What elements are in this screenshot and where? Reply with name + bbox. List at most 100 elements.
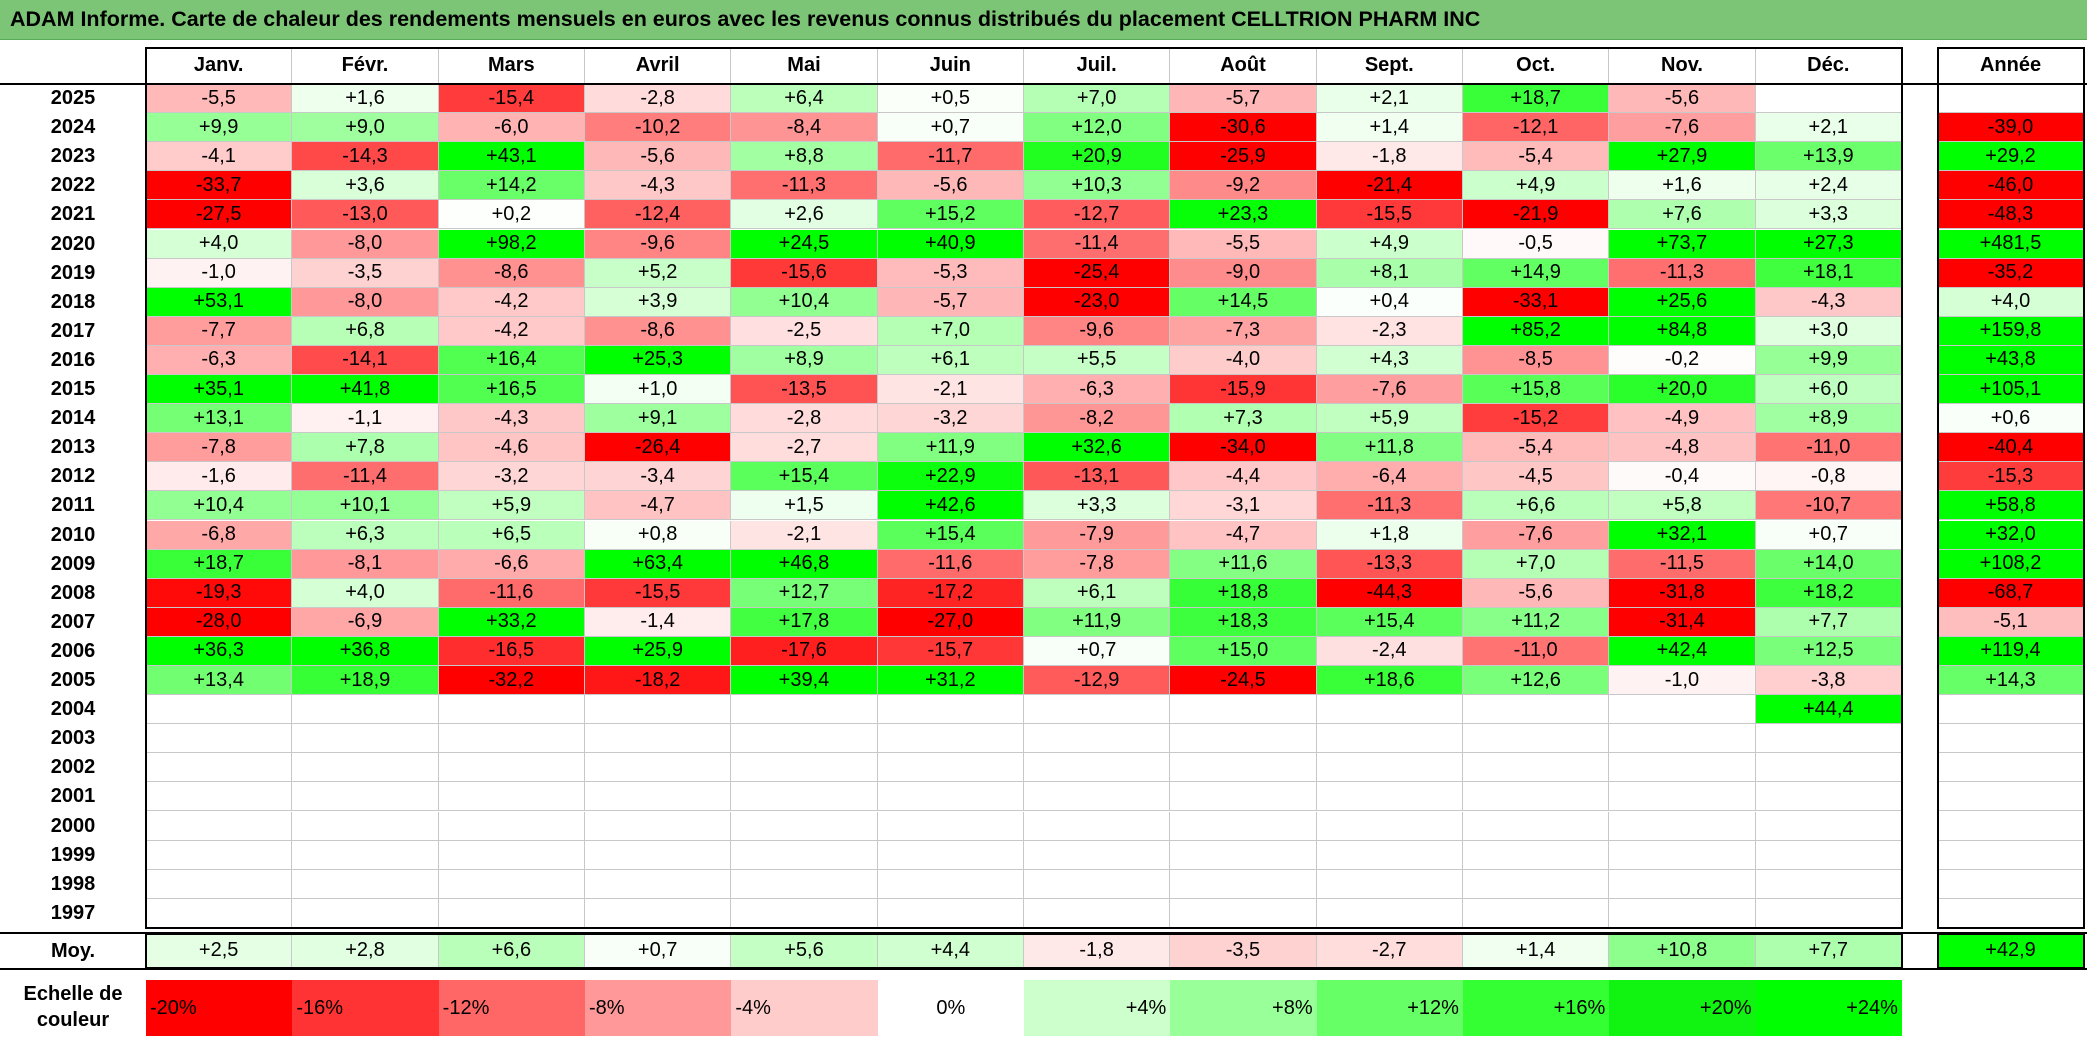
- year-label: 2005: [50, 669, 96, 692]
- heatmap-cell: -5,6: [1609, 84, 1756, 114]
- heatmap-cell: +2,1: [1755, 113, 1902, 143]
- heatmap-cell: [877, 753, 1024, 783]
- heatmap-cell: [1462, 840, 1610, 870]
- heatmap-cell: -8,0: [292, 287, 439, 317]
- heatmap-cell: +85,2: [1462, 316, 1610, 346]
- color-scale-step: +20%: [1609, 980, 1756, 1036]
- year-label: 2006: [50, 639, 96, 662]
- heatmap-cell: [1316, 695, 1463, 725]
- heatmap-cell: [731, 898, 878, 928]
- heatmap-cell: -11,4: [1023, 229, 1171, 259]
- heatmap-cell: -6,8: [146, 520, 293, 550]
- heatmap-cell: [1170, 695, 1317, 725]
- month-header: Janv.: [146, 48, 293, 84]
- heatmap-cell: +84,8: [1609, 316, 1756, 346]
- color-scale-step: +12%: [1316, 980, 1463, 1036]
- heatmap-cell: -3,2: [877, 404, 1024, 434]
- heatmap-cell: +98,2: [438, 229, 585, 259]
- heatmap-cell: [1755, 782, 1902, 812]
- heatmap-cell: [292, 898, 439, 928]
- heatmap-cell: -2,1: [731, 520, 878, 550]
- heatmap-cell: +20,9: [1023, 142, 1171, 172]
- heatmap-cell: -24,5: [1170, 666, 1317, 696]
- average-cell: +2,5: [146, 934, 293, 968]
- heatmap-cell: -8,2: [1023, 404, 1171, 434]
- heatmap-cell: +27,3: [1755, 229, 1902, 259]
- heatmap-cell: +0,5: [877, 84, 1024, 114]
- heatmap-cell: +1,0: [584, 375, 732, 405]
- heatmap-cell: -8,5: [1462, 345, 1610, 375]
- color-scale-step: -20%: [146, 980, 293, 1036]
- heatmap-cell: -11,7: [877, 142, 1024, 172]
- heatmap-cell: +9,9: [146, 113, 293, 143]
- annual-cell: -46,0: [1938, 171, 2084, 201]
- heatmap-cell: +11,8: [1316, 433, 1463, 463]
- heatmap-cell: -4,3: [584, 171, 732, 201]
- heatmap-cell: [1755, 898, 1902, 928]
- heatmap-cell: +12,6: [1462, 666, 1610, 696]
- year-label: 2000: [50, 814, 96, 837]
- heatmap-cell: [731, 869, 878, 899]
- average-rule-top: [0, 932, 2087, 934]
- average-cell: -3,5: [1170, 934, 1317, 968]
- heatmap-cell: +23,3: [1170, 200, 1317, 230]
- heatmap-cell: +3,0: [1755, 316, 1902, 346]
- heatmap-cell: +36,8: [292, 636, 439, 666]
- heatmap-cell: [1316, 898, 1463, 928]
- heatmap-cell: -8,6: [584, 316, 732, 346]
- heatmap-cell: +6,3: [292, 520, 439, 550]
- heatmap-cell: [1023, 782, 1171, 812]
- color-scale-step: -12%: [438, 980, 585, 1036]
- heatmap-cell: [1316, 811, 1463, 841]
- heatmap-cell: +10,1: [292, 491, 439, 521]
- heatmap-cell: -6,6: [438, 549, 585, 579]
- heatmap-cell: -2,8: [584, 84, 732, 114]
- heatmap-cell: -0,4: [1609, 462, 1756, 492]
- heatmap-cell: +7,3: [1170, 404, 1317, 434]
- annual-cell: +119,4: [1938, 636, 2084, 666]
- heatmap-cell: [731, 695, 878, 725]
- heatmap-cell: +6,8: [292, 316, 439, 346]
- heatmap-cell: -4,1: [146, 142, 293, 172]
- heatmap-cell: -4,4: [1170, 462, 1317, 492]
- year-label: 2022: [50, 174, 96, 197]
- heatmap-cell: -15,5: [584, 578, 732, 608]
- heatmap-cell: +7,0: [877, 316, 1024, 346]
- chart-title: ADAM Informe. Carte de chaleur des rende…: [10, 7, 1481, 31]
- heatmap-cell: [877, 811, 1024, 841]
- heatmap-cell: [731, 782, 878, 812]
- heatmap-cell: [584, 753, 732, 783]
- heatmap-cell: -2,4: [1316, 636, 1463, 666]
- annual-cell: -39,0: [1938, 113, 2084, 143]
- heatmap-cell: +7,8: [292, 433, 439, 463]
- heatmap-cell: +5,8: [1609, 491, 1756, 521]
- heatmap-cell: -15,5: [1316, 200, 1463, 230]
- heatmap-cell: +5,9: [1316, 404, 1463, 434]
- color-scale-step: -8%: [584, 980, 732, 1036]
- heatmap-cell: +0,4: [1316, 287, 1463, 317]
- heatmap-cell: -16,5: [438, 636, 585, 666]
- heatmap-cell: -11,0: [1755, 433, 1902, 463]
- month-header: Avril: [584, 48, 732, 84]
- heatmap-cell: +6,0: [1755, 375, 1902, 405]
- heatmap-cell: +2,6: [731, 200, 878, 230]
- heatmap-cell: [292, 724, 439, 754]
- year-label: 2019: [50, 261, 96, 284]
- heatmap-cell: [438, 898, 585, 928]
- heatmap-cell: +3,9: [584, 287, 732, 317]
- heatmap-cell: [1609, 753, 1756, 783]
- heatmap-cell: +18,3: [1170, 607, 1317, 637]
- heatmap-cell: +35,1: [146, 375, 293, 405]
- month-header: Juin: [877, 48, 1024, 84]
- heatmap-cell: [1609, 869, 1756, 899]
- heatmap-cell: [1755, 840, 1902, 870]
- heatmap-cell: -3,4: [584, 462, 732, 492]
- year-label: 2015: [50, 378, 96, 401]
- heatmap-cell: +39,4: [731, 666, 878, 696]
- heatmap-cell: -5,4: [1462, 433, 1610, 463]
- year-label: 2014: [50, 407, 96, 430]
- heatmap-cell: [1609, 695, 1756, 725]
- heatmap-cell: +15,8: [1462, 375, 1610, 405]
- heatmap-cell: -0,8: [1755, 462, 1902, 492]
- average-rule-bottom: [0, 968, 2087, 970]
